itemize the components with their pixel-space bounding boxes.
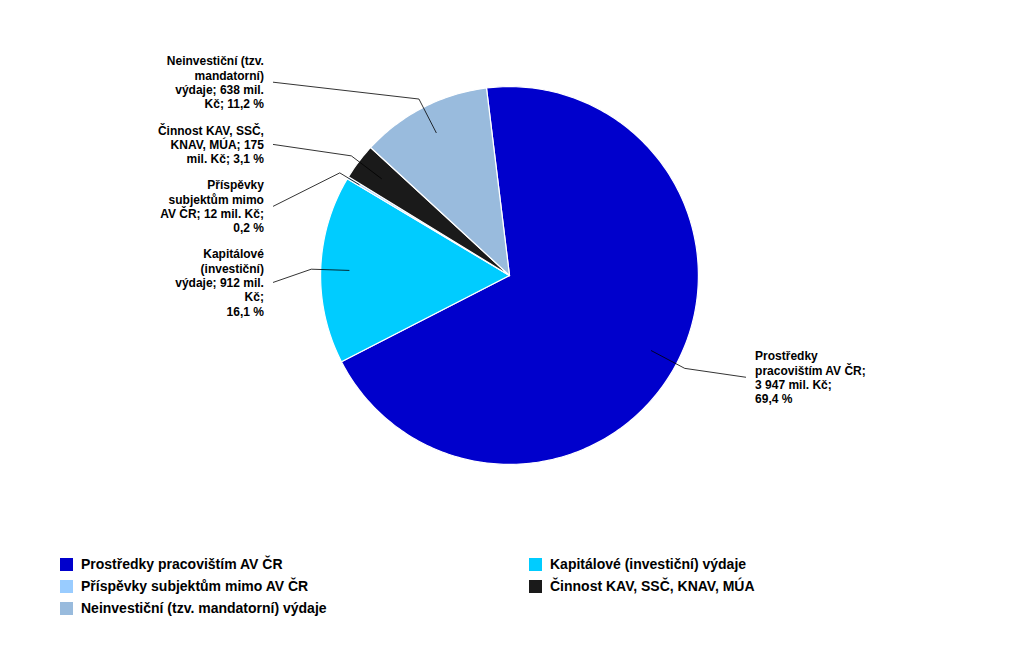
svg-text:Kapitálové(investiční)výdaje;: Kapitálové(investiční)výdaje; 912 mil.Kč…: [175, 247, 264, 319]
svg-text:Prostředkypracovištím AV ČR;3: Prostředkypracovištím AV ČR;3 947 mil. K…: [755, 349, 866, 406]
html-text:Neinvestiční (tzv. mandatorní): Neinvestiční (tzv. mandatorní) výdaje: [81, 600, 327, 616]
html-text:Činnost KAV, SSČ, KNAV, MÚA: Činnost KAV, SSČ, KNAV, MÚA: [550, 578, 755, 594]
html-text:Prostředky pracovištím AV ČR: Prostředky pracovištím AV ČR: [81, 556, 283, 572]
html-text:Kapitálové (investiční) výdaje: Kapitálové (investiční) výdaje: [550, 556, 747, 572]
svg-text:Neinvestiční (tzv.mandatorní)v: Neinvestiční (tzv.mandatorní)výdaje; 638…: [167, 54, 264, 111]
svg-text:Příspěvkysubjektům mimoAV ČR;: Příspěvkysubjektům mimoAV ČR; 12 mil. Kč…: [160, 178, 264, 235]
html-text:Příspěvky subjektům mimo AV ČR: Příspěvky subjektům mimo AV ČR: [81, 578, 309, 594]
svg-text:Činnost KAV, SSČ,KNAV, MÚA; 17: Činnost KAV, SSČ,KNAV, MÚA; 175mil. Kč; …: [158, 123, 264, 167]
